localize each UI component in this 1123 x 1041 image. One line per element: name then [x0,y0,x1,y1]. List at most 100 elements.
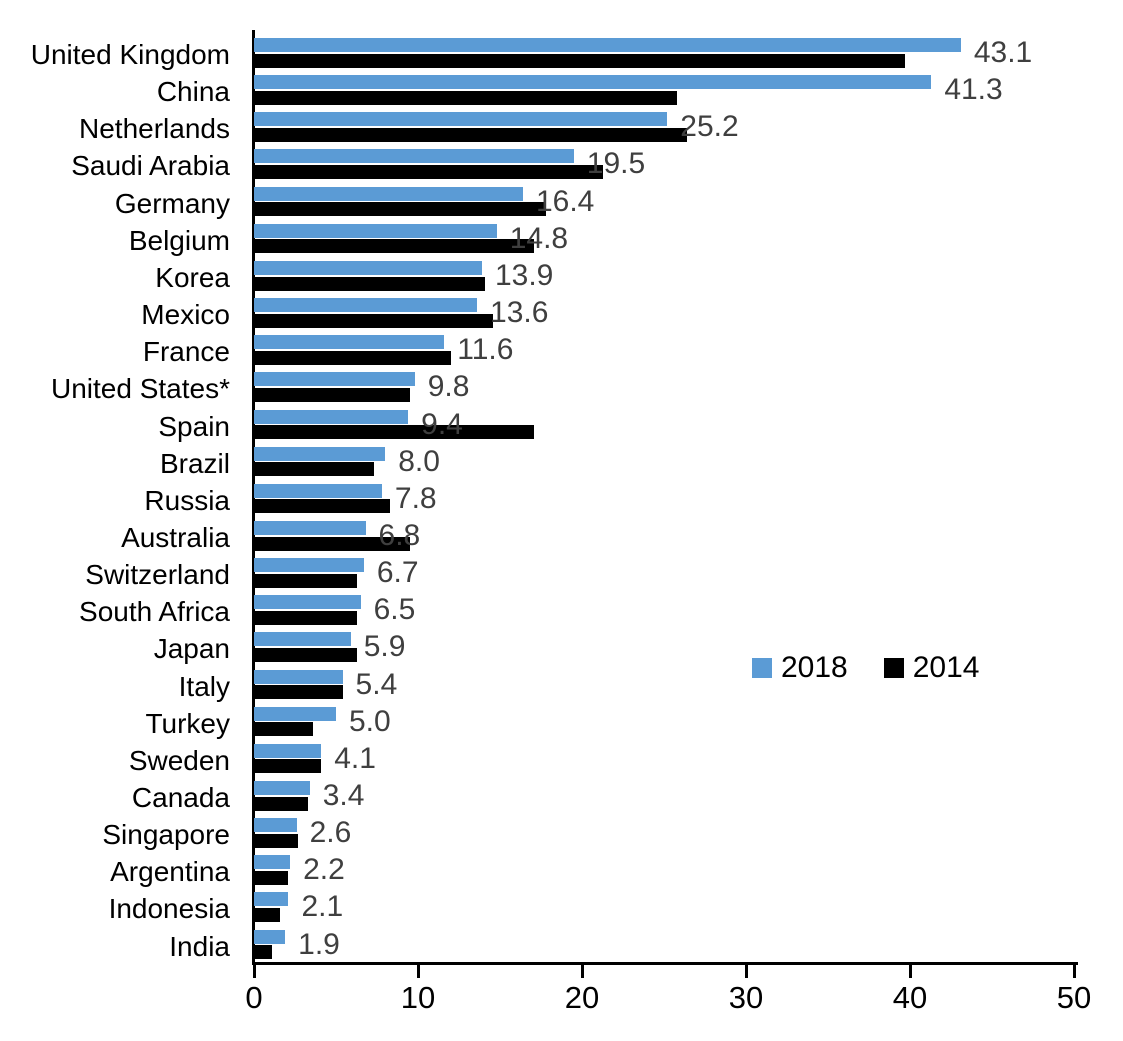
category-label: France [142,336,230,368]
value-label: 2.6 [309,816,352,850]
value-label: 8.0 [398,444,440,478]
value-label: 13.6 [490,296,549,330]
value-label: 41.3 [944,73,1003,107]
legend: 2018 2014 [752,653,980,683]
category-label: South Africa [79,596,230,628]
bar-2018 [254,855,291,870]
x-axis-line [252,962,1078,965]
bar-2014 [254,276,486,291]
category-label: Turkey [145,707,230,739]
value-label: 11.6 [457,333,514,367]
bar-2014 [254,610,358,625]
bar-2018 [254,149,574,164]
value-label: 9.4 [421,407,463,441]
bar-2018 [254,781,310,795]
category-label: Singapore [102,819,230,851]
value-label: 1.9 [298,927,340,961]
category-label: United Kingdom [30,39,230,70]
bar-2014 [254,722,314,737]
bar-2014 [254,350,451,365]
value-label: 16.4 [535,184,595,218]
bar-2018 [254,38,961,52]
bar-2014 [254,387,410,402]
x-tick-label: 20 [564,980,600,1015]
value-label: 6.8 [378,518,421,552]
bar-2014 [254,127,687,142]
bar-2018 [254,892,289,907]
bar-2018 [254,669,343,684]
legend-swatch [883,658,904,678]
bar-2018 [254,446,386,461]
value-label: 5.9 [363,630,406,664]
bar-2018 [254,298,478,313]
x-tick-mark [744,965,748,978]
category-label: Australia [121,521,230,553]
value-label: 5.0 [349,704,391,738]
category-label: Canada [131,782,230,813]
value-label: 4.1 [334,741,376,775]
bar-2014 [254,759,322,774]
bar-2018 [254,223,497,238]
bar-2018 [254,483,382,498]
bar-2018 [254,409,409,424]
bar-2018 [254,112,668,127]
bar-2014 [254,685,343,700]
category-label: Indonesia [108,893,230,925]
category-label: Korea [155,261,230,293]
category-label: Brazil [159,447,230,479]
bar-2014 [254,202,546,217]
bar-2014 [254,908,281,923]
x-tick-mark [908,965,912,978]
category-label: Saudi Arabia [71,150,230,182]
bar-2014 [254,573,358,588]
x-tick-label: 40 [892,980,928,1015]
bar-2014 [254,945,273,960]
bar-2014 [254,536,410,551]
x-tick-mark [252,965,256,978]
category-label: United States* [51,373,230,405]
x-tick-label: 0 [245,980,263,1015]
x-tick-label: 50 [1056,980,1092,1015]
x-tick-label: 10 [400,980,436,1015]
category-label: Switzerland [85,559,230,591]
bar-2018 [254,743,322,758]
value-label: 13.9 [494,258,554,292]
bar-2018 [254,632,351,647]
x-tick-label: 30 [728,980,764,1015]
legend-item: 2018 [752,653,848,683]
x-tick-mark [1072,965,1076,978]
bar-2018 [254,75,932,90]
bar-2014 [254,53,906,68]
bar-2014 [254,313,494,328]
legend-label: 2014 [912,651,980,684]
x-tick-mark [580,965,584,978]
category-label: Sweden [128,744,230,776]
bar-2014 [254,462,374,477]
category-label: Italy [178,670,230,702]
y-axis-line [252,30,255,965]
category-label: Japan [153,633,230,665]
category-label: India [169,930,230,962]
category-label: Belgium [128,224,230,256]
value-label: 2.1 [301,890,344,924]
category-label: Mexico [141,299,230,331]
value-label: 3.4 [322,779,365,812]
bar-2018 [254,372,415,387]
bar-2014 [254,870,289,885]
bar-2018 [254,558,364,573]
category-label: Russia [144,484,230,516]
bar-2018 [254,186,523,201]
category-label: China [156,76,230,108]
bar-2014 [254,833,299,848]
value-label: 6.5 [373,593,416,627]
category-label: Argentina [110,856,230,888]
bar-2014 [254,90,678,105]
value-label: 9.8 [427,370,470,404]
category-label: Germany [114,187,230,219]
bar-2018 [254,520,366,535]
value-label: 2.2 [303,853,345,887]
bar-2014 [254,239,535,254]
bar-2018 [254,260,482,275]
bar-2018 [254,595,361,610]
